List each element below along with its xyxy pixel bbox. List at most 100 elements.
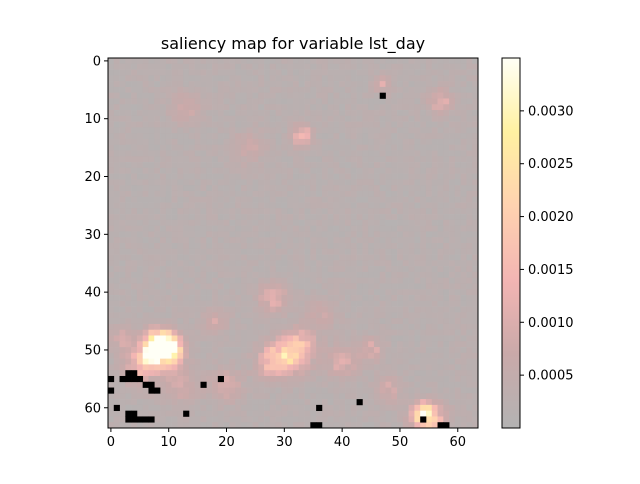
- heatmap-cell: [240, 173, 248, 180]
- heatmap-cell: [293, 156, 300, 163]
- heatmap-cell: [281, 127, 288, 134]
- heatmap-cell: [350, 300, 357, 307]
- heatmap-cell: [183, 347, 190, 354]
- heatmap-cell: [235, 410, 242, 417]
- heatmap-cell: [321, 104, 329, 111]
- heatmap-cell: [408, 133, 415, 140]
- heatmap-cell: [454, 381, 462, 388]
- heatmap-cell: [108, 248, 115, 255]
- heatmap-cell: [217, 289, 224, 296]
- heatmap-cell: [264, 306, 271, 313]
- heatmap-cell: [148, 266, 155, 273]
- heatmap-cell: [408, 92, 415, 99]
- heatmap-cell: [449, 387, 456, 394]
- heatmap-cell: [160, 144, 167, 151]
- heatmap-cell: [454, 283, 462, 290]
- heatmap-cell: [304, 335, 311, 342]
- heatmap-cell: [188, 393, 196, 400]
- heatmap-cell: [443, 156, 450, 163]
- heatmap-cell: [321, 138, 329, 146]
- heatmap-cell: [194, 352, 201, 359]
- heatmap-cell: [408, 150, 415, 157]
- heatmap-cell: [454, 150, 462, 157]
- heatmap-cell: [327, 404, 334, 412]
- heatmap-cell: [454, 237, 462, 244]
- heatmap-cell: [165, 185, 172, 192]
- heatmap-cell: [293, 381, 300, 388]
- heatmap-cell: [385, 121, 392, 128]
- heatmap-cell: [460, 190, 467, 198]
- heatmap-cell: [235, 121, 242, 128]
- heatmap-cell: [362, 370, 369, 377]
- heatmap-cell: [339, 225, 346, 232]
- heatmap-cell: [425, 173, 433, 180]
- heatmap-cell: [177, 364, 184, 371]
- heatmap-cell: [142, 179, 149, 186]
- heatmap-cell: [402, 358, 409, 365]
- heatmap-cell: [304, 104, 311, 111]
- heatmap-cell: [339, 295, 346, 302]
- heatmap-cell: [183, 260, 190, 267]
- heatmap-cell: [148, 231, 155, 238]
- heatmap-cell: [108, 162, 115, 169]
- heatmap-cell: [142, 225, 149, 232]
- heatmap-cell: [373, 121, 381, 128]
- heatmap-cell: [229, 387, 236, 394]
- heatmap-cell: [142, 231, 149, 238]
- heatmap-cell: [414, 283, 421, 290]
- heatmap-cell: [212, 248, 219, 255]
- heatmap-cell: [460, 196, 467, 203]
- heatmap-cell: [402, 110, 409, 117]
- heatmap-cell: [327, 121, 334, 128]
- heatmap-cell: [321, 266, 329, 273]
- heatmap-cell: [321, 416, 329, 423]
- heatmap-cell: [142, 312, 149, 319]
- heatmap-cell: [298, 202, 305, 209]
- heatmap-cell: [113, 167, 120, 174]
- heatmap-cell: [108, 185, 115, 192]
- heatmap-cell: [391, 104, 398, 111]
- heatmap-cell: [420, 260, 427, 267]
- heatmap-cell: [454, 341, 462, 348]
- heatmap-cell: [217, 156, 224, 163]
- heatmap-cell: [119, 289, 126, 296]
- heatmap-cell: [188, 375, 196, 383]
- heatmap-cell: [269, 214, 277, 221]
- heatmap-cell: [240, 416, 248, 423]
- heatmap-cell: [402, 237, 409, 244]
- heatmap-cell: [356, 202, 363, 209]
- heatmap-cell: [391, 318, 398, 325]
- heatmap-cell: [408, 416, 415, 423]
- heatmap-cell: [235, 69, 242, 76]
- heatmap-cell: [177, 115, 184, 122]
- heatmap-cell: [391, 329, 398, 336]
- heatmap-cell: [373, 399, 381, 406]
- heatmap-cell: [212, 381, 219, 388]
- heatmap-cell: [217, 260, 224, 267]
- heatmap-cell: [449, 243, 456, 250]
- heatmap-cell: [200, 150, 207, 157]
- heatmap-cell: [177, 404, 184, 412]
- heatmap-cell: [397, 138, 404, 146]
- heatmap-cell: [443, 295, 450, 302]
- heatmap-cell: [437, 370, 444, 377]
- heatmap-cell: [379, 254, 386, 261]
- heatmap-cell: [437, 110, 444, 117]
- heatmap-cell: [287, 138, 294, 146]
- heatmap-cell: [235, 243, 242, 250]
- heatmap-cell: [142, 318, 149, 325]
- heatmap-cell: [298, 243, 305, 250]
- heatmap-cell: [420, 63, 427, 70]
- heatmap-cell: [321, 81, 329, 88]
- heatmap-cell: [148, 86, 155, 94]
- heatmap-cell: [252, 214, 259, 221]
- heatmap-cell: [264, 214, 271, 221]
- heatmap-cell: [362, 312, 369, 319]
- heatmap-cell: [246, 312, 253, 319]
- heatmap-cell: [206, 410, 213, 417]
- heatmap-cell: [339, 375, 346, 383]
- heatmap-cell: [449, 422, 456, 429]
- heatmap-cell: [281, 306, 288, 313]
- heatmap-cell: [188, 387, 196, 394]
- heatmap-cell: [252, 358, 259, 365]
